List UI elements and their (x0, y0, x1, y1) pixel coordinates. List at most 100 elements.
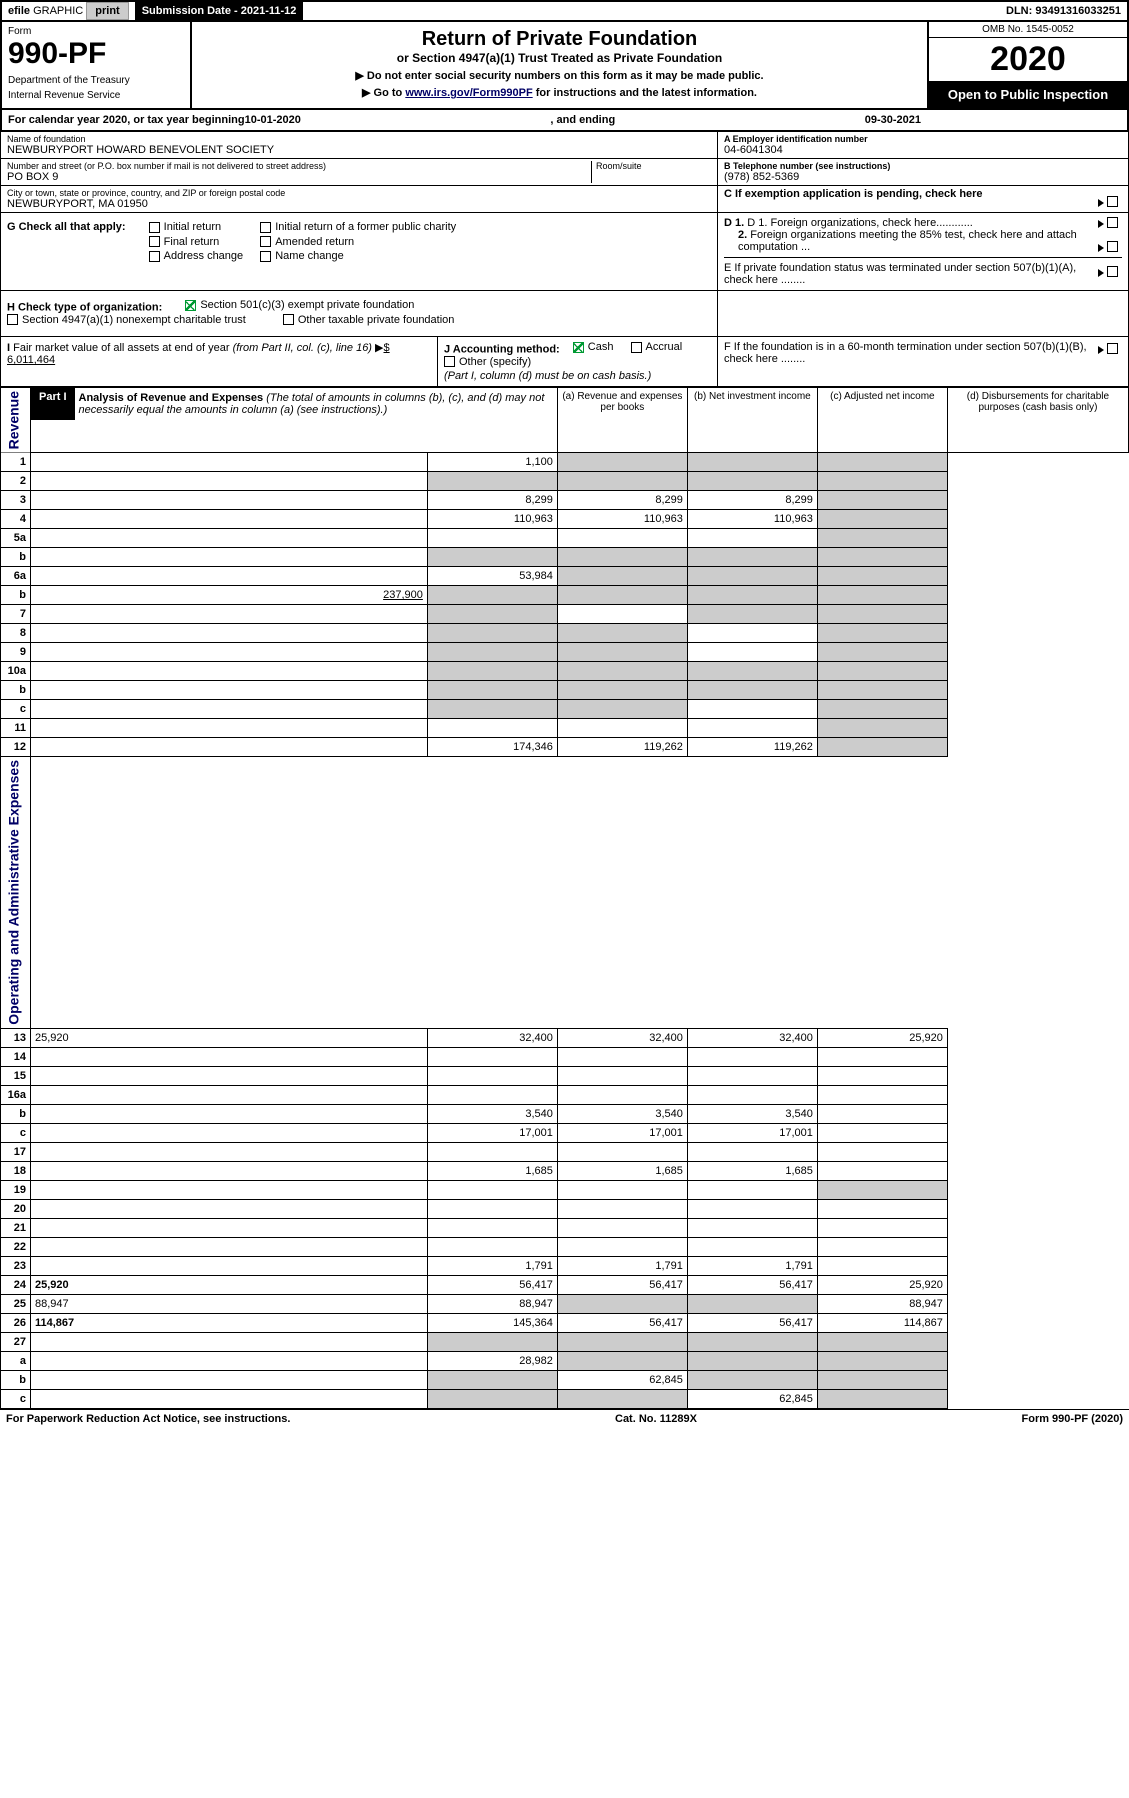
section-h-row: H Check type of organization: Section 50… (0, 291, 1129, 337)
table-row: 22 (1, 1238, 1129, 1257)
dept-treasury: Department of the Treasury (8, 75, 184, 86)
cell-b (557, 1295, 687, 1314)
cell-b (557, 1200, 687, 1219)
j-accrual-checkbox[interactable] (631, 342, 642, 353)
g-name-change-checkbox[interactable] (260, 251, 271, 262)
note-ssn: ▶ Do not enter social security numbers o… (198, 69, 921, 82)
f-checkbox[interactable] (1107, 343, 1118, 354)
cell-a (427, 1086, 557, 1105)
cell-a: 3,540 (427, 1105, 557, 1124)
table-row: c 62,845 (1, 1390, 1129, 1409)
g-initial-return-checkbox[interactable] (149, 222, 160, 233)
table-row: 38,2998,2998,299 (1, 491, 1129, 510)
cell-b (557, 624, 687, 643)
cell-a: 8,299 (427, 491, 557, 510)
cell-a: 32,400 (427, 1029, 557, 1048)
cell-d (817, 738, 947, 757)
cell-b: 110,963 (557, 510, 687, 529)
g-amended-checkbox[interactable] (260, 236, 271, 247)
row-desc (31, 1352, 428, 1371)
cell-a (427, 1048, 557, 1067)
table-row: 4110,963110,963110,963 (1, 510, 1129, 529)
g-initial-former-checkbox[interactable] (260, 222, 271, 233)
row-desc: 88,947 (31, 1295, 428, 1314)
table-row: c (1, 700, 1129, 719)
omb-number: OMB No. 1545-0052 (929, 22, 1127, 38)
row-desc (31, 491, 428, 510)
ein-value: 04-6041304 (724, 144, 1122, 156)
row-desc (31, 1219, 428, 1238)
cell-a (427, 1219, 557, 1238)
cell-a: 88,947 (427, 1295, 557, 1314)
row-desc (31, 1390, 428, 1409)
row-number: 19 (1, 1181, 31, 1200)
cell-b: 1,685 (557, 1162, 687, 1181)
table-row: 181,6851,6851,685 (1, 1162, 1129, 1181)
cell-a: 56,417 (427, 1276, 557, 1295)
g-address-change-checkbox[interactable] (149, 251, 160, 262)
row-number: 25 (1, 1295, 31, 1314)
row-desc (31, 1105, 428, 1124)
form-number: 990-PF (8, 37, 184, 71)
footer-right: Form 990-PF (2020) (1022, 1413, 1123, 1425)
row-desc (31, 643, 428, 662)
cell-c: 1,791 (687, 1257, 817, 1276)
note-url: ▶ Go to www.irs.gov/Form990PF for instru… (198, 86, 921, 99)
cell-b (557, 1238, 687, 1257)
cell-a: 110,963 (427, 510, 557, 529)
cell-c (687, 1219, 817, 1238)
expenses-sidebar: Operating and Administrative Expenses (1, 757, 31, 1029)
row-number: 12 (1, 738, 31, 757)
cell-a: 28,982 (427, 1352, 557, 1371)
form-label: Form (8, 26, 184, 37)
cell-b: 119,262 (557, 738, 687, 757)
row-desc (31, 605, 428, 624)
cell-a (427, 1181, 557, 1200)
row-number: a (1, 1352, 31, 1371)
row-desc (31, 1333, 428, 1352)
c-checkbox[interactable] (1107, 196, 1118, 207)
e-label: E If private foundation status was termi… (724, 262, 1122, 286)
cell-d (817, 586, 947, 605)
table-row: 1 1,100 (1, 453, 1129, 472)
j-other-checkbox[interactable] (444, 356, 455, 367)
cell-a (427, 529, 557, 548)
e-checkbox[interactable] (1107, 266, 1118, 277)
cell-c (687, 624, 817, 643)
row-number: 2 (1, 472, 31, 491)
table-row: c 17,00117,00117,001 (1, 1124, 1129, 1143)
cell-b (557, 1067, 687, 1086)
cell-d (817, 1067, 947, 1086)
form990pf-link[interactable]: www.irs.gov/Form990PF (405, 87, 532, 99)
cell-d: 88,947 (817, 1295, 947, 1314)
row-number: 4 (1, 510, 31, 529)
g-label: G Check all that apply: (7, 221, 126, 233)
row-number: 3 (1, 491, 31, 510)
g-final-return-checkbox[interactable] (149, 236, 160, 247)
h-501c3-checkbox[interactable] (185, 300, 196, 311)
cell-d (817, 719, 947, 738)
j-cash-checkbox[interactable] (573, 342, 584, 353)
row-desc (31, 1238, 428, 1257)
d1-checkbox[interactable] (1107, 217, 1118, 228)
cell-b: 3,540 (557, 1105, 687, 1124)
row-desc (31, 1181, 428, 1200)
d2-checkbox[interactable] (1107, 241, 1118, 252)
cell-a (427, 472, 557, 491)
cell-a (427, 681, 557, 700)
col-b-header: (b) Net investment income (687, 388, 817, 453)
h-4947-checkbox[interactable] (7, 314, 18, 325)
cell-a: 1,100 (427, 453, 557, 472)
cell-a (427, 1067, 557, 1086)
print-button[interactable]: print (86, 2, 128, 20)
cell-c (687, 472, 817, 491)
table-row: 10a (1, 662, 1129, 681)
h-other-taxable-checkbox[interactable] (283, 314, 294, 325)
table-row: 16a (1, 1086, 1129, 1105)
row-number: 1 (1, 453, 31, 472)
cell-a (427, 548, 557, 567)
cell-d (817, 491, 947, 510)
row-desc (31, 1162, 428, 1181)
cell-b: 1,791 (557, 1257, 687, 1276)
cell-a (427, 662, 557, 681)
